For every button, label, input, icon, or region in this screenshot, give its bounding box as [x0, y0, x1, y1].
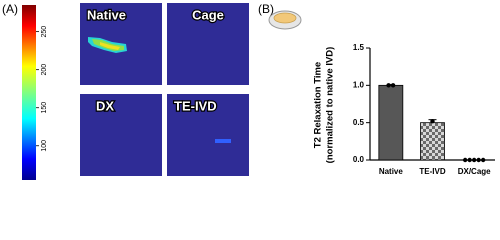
data-point: [476, 157, 481, 163]
colorbar-tick-label: 250: [41, 26, 48, 38]
data-point: [390, 83, 396, 88]
page: {"panel_a": {"label": "(A)", "images": […: [2, 2, 495, 180]
bar: [378, 84, 404, 161]
x-tick-label: DX/Cage: [458, 167, 491, 176]
colorbar-tick-label: 100: [41, 140, 48, 152]
bar: [420, 122, 445, 161]
image-label: TE-IVD: [174, 98, 217, 113]
dish-icon: [268, 10, 302, 30]
image-label: Cage: [192, 7, 224, 22]
panel-label: (B): [258, 2, 274, 16]
image-label: Native: [87, 7, 126, 22]
y-tick-label: 0.0: [353, 155, 365, 164]
colorbar-tick-label: 150: [41, 102, 48, 114]
data-point: [462, 157, 468, 163]
x-tick-label: TE-IVD: [419, 167, 445, 176]
data-point: [430, 118, 435, 124]
image-label: DX: [96, 98, 114, 113]
image: [80, 94, 162, 176]
y-tick-label: 1.0: [353, 80, 365, 89]
colorbar-tick-label: 200: [41, 64, 48, 76]
data-point: [386, 83, 391, 88]
image: [167, 3, 249, 85]
y-tick-label: 0.5: [353, 118, 365, 127]
images: Native Cage DX TE-IVD: [80, 3, 249, 176]
y-tick-label: 1.5: [353, 43, 365, 52]
y-axis-label: (normalized to native IVD): [325, 47, 336, 164]
data-point: [467, 157, 472, 163]
data-point: [480, 157, 486, 163]
data-point: [471, 157, 477, 163]
signal-blob: [88, 37, 127, 53]
figure: (A) Native Cage DX TE-IVD (B) T2 Relaxat…: [2, 2, 495, 180]
x-tick-label: Native: [379, 167, 404, 176]
colorbar: [22, 5, 36, 180]
panel-label: (A): [2, 2, 18, 16]
y-axis-label: T2 Relaxation Time: [313, 62, 324, 148]
signal-blob: [215, 139, 231, 143]
image: [167, 94, 249, 176]
